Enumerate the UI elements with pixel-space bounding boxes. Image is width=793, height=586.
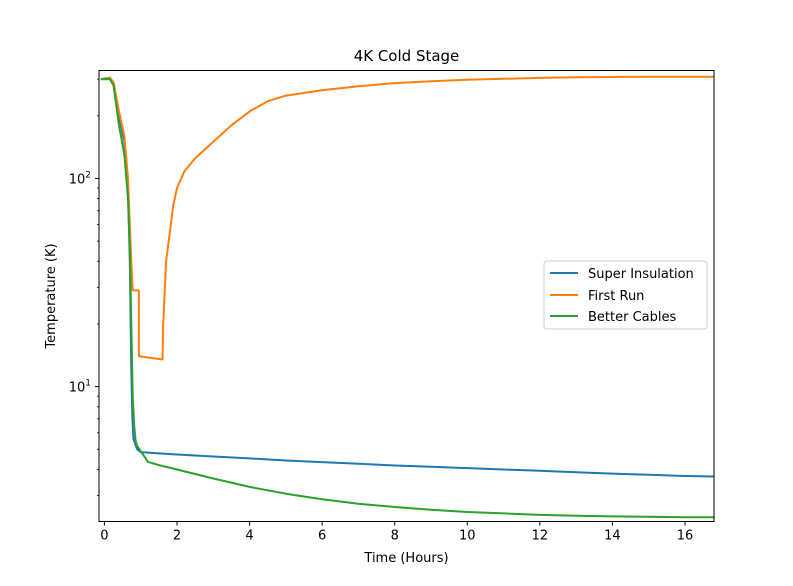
legend-label-better-cables: Better Cables: [588, 310, 676, 325]
y-tick-label: 102: [69, 170, 91, 187]
chart-title: 4K Cold Stage: [354, 47, 460, 65]
legend-label-first-run: First Run: [588, 289, 644, 304]
x-tick-label: 14: [604, 529, 621, 544]
x-tick-label: 10: [459, 529, 476, 544]
x-tick-label: 16: [677, 529, 694, 544]
y-axis-label: Temperature (K): [44, 243, 59, 349]
series-line-better-cables: [100, 78, 714, 519]
x-tick-label: 6: [318, 529, 326, 544]
legend-box: [543, 260, 708, 330]
x-axis: 0 2 4 6 8 10 12 14 16: [100, 521, 694, 544]
x-tick-label: 4: [245, 529, 253, 544]
x-tick-label: 12: [532, 529, 549, 544]
plot-area: [100, 75, 715, 519]
x-tick-label: 2: [173, 529, 181, 544]
legend-label-super-insulation: Super Insulation: [588, 267, 694, 282]
legend: Super Insulation First Run Better Cables: [543, 260, 708, 330]
x-tick-label: 8: [391, 529, 399, 544]
x-tick-label: 0: [100, 529, 108, 544]
y-tick-label: 101: [69, 379, 91, 396]
y-axis: 101 102: [69, 78, 99, 496]
x-axis-label: Time (Hours): [363, 551, 448, 566]
plot-frame: [98, 70, 715, 522]
